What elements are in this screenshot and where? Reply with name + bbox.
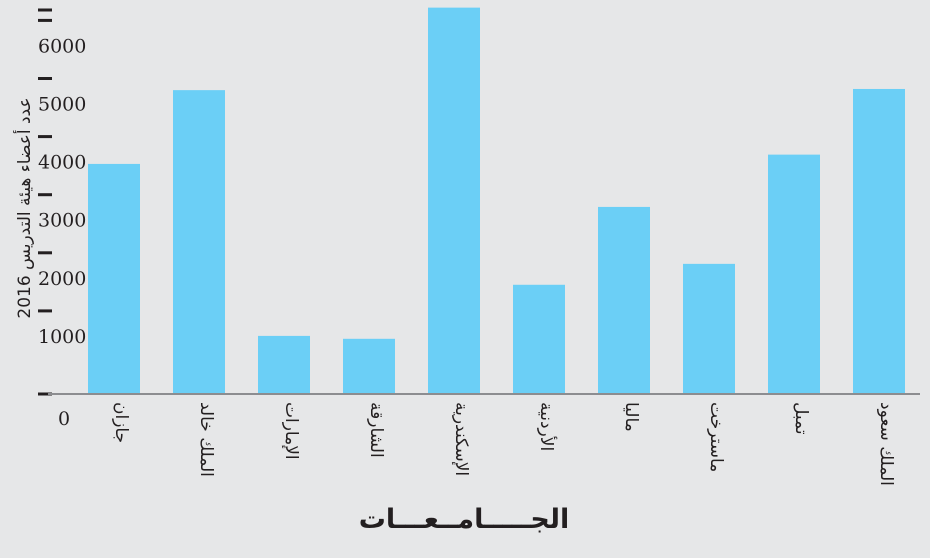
x-axis-label: الجـــــامــعـــات [359, 504, 570, 535]
y-axis-label: عدد أعضاء هيئة التدريس 2016 [13, 97, 35, 318]
y-tick-label: 3000 [38, 210, 86, 232]
x-category-label: الشارقة [366, 402, 386, 458]
x-category-label: ماليا [621, 402, 641, 432]
bar-8 [768, 154, 820, 394]
bar-6 [598, 206, 650, 394]
y-tick-label: 4000 [38, 152, 86, 174]
y-ticks-group: 0 1000 2000 3000 4000 5000 6000 [38, 8, 86, 430]
x-category-label: تمبل [791, 402, 811, 435]
bar-1 [173, 90, 225, 395]
x-category-label: الملك خالد [196, 402, 216, 477]
x-category-label: الأردنية [536, 402, 557, 451]
x-category-label: ماسترخت [706, 402, 726, 472]
bar-9 [853, 88, 905, 394]
x-category-label: جازان [111, 402, 131, 443]
y-tick-label: 2000 [38, 268, 86, 290]
y-tick-label: 6000 [38, 35, 86, 57]
bar-2 [258, 335, 310, 394]
x-categories-group: جازان الملك خالد الإمارات الشارقة الإسكندرية… [111, 402, 896, 486]
y-tick-label: 5000 [38, 94, 86, 116]
bar-3 [343, 338, 395, 394]
x-category-label: الملك سعود [876, 402, 896, 486]
bar-5 [513, 284, 565, 394]
x-category-label: الإسكندرية [451, 402, 471, 476]
bars-group [88, 7, 905, 395]
x-category-label: الإمارات [281, 402, 301, 460]
bar-7 [683, 263, 735, 394]
y-tick-label: 0 [58, 408, 70, 430]
bar-0 [88, 163, 140, 394]
bar-4 [428, 7, 480, 394]
y-tick-label: 1000 [38, 326, 86, 348]
